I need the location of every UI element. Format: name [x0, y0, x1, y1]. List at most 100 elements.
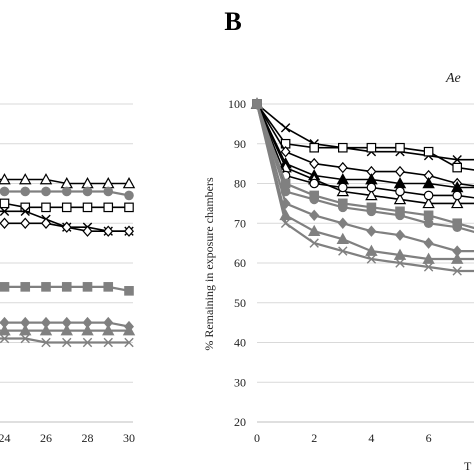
panel-a-series-3-point	[0, 198, 10, 209]
panel-a-series-6-point	[20, 282, 31, 292]
panel-b-series-11-point	[252, 99, 262, 109]
panel-b-y-tick-label: 40	[234, 336, 246, 350]
panel-b-series-6-point	[337, 182, 348, 193]
panel-a-series-5-point	[103, 225, 114, 237]
panel-b-series-6-point	[366, 182, 377, 193]
panel-b-series-11-point	[338, 246, 348, 256]
panel-a-series-6-point	[0, 282, 10, 292]
panel-b-series-2-point	[423, 146, 434, 157]
panel-a-series-8-point	[19, 324, 32, 336]
panel-a-series-5	[0, 217, 134, 237]
panel-a-series-8-point	[39, 324, 53, 336]
panel-a-series-5-point	[124, 225, 134, 237]
panel-b-gridlines	[257, 103, 474, 383]
panel-b-series-8-point	[366, 206, 377, 217]
panel-a-series-3-point	[61, 202, 72, 213]
panel-b-y-tick-label: 20	[234, 415, 246, 429]
panel-a-series-6-point	[103, 282, 114, 292]
panel-a-series-9-point	[103, 337, 113, 348]
panel-b-x-tick-label: 6	[426, 431, 432, 445]
panel-b-series-7-point	[423, 210, 434, 221]
panel-a-series-4-point	[0, 206, 10, 217]
panel-b-series-9-point	[366, 225, 377, 237]
panel-a-series-5-point	[41, 217, 51, 229]
panel-a-series-2-point	[0, 186, 10, 197]
panel-a-series-8-point	[81, 324, 94, 336]
panel-b-series-10-point	[393, 248, 407, 260]
panel-b-series-1-point	[280, 123, 291, 133]
panel-b-y-axis-title: % Remaining in exposure chambers	[202, 177, 216, 351]
panel-a: 24 26 28 30	[0, 103, 136, 445]
panel-a-series-2-point	[20, 186, 31, 197]
panel-a-series-9-point	[62, 337, 72, 348]
panel-a-series-2-point	[61, 186, 72, 197]
panel-b-x-tick-label: 2	[311, 431, 317, 445]
panel-b-series-10-point	[336, 232, 350, 244]
panel-b-y-tick-label: 100	[228, 97, 246, 111]
panel-label: B	[224, 7, 241, 36]
panel-b-series-3-point	[309, 157, 320, 170]
panel-b-series-5-point	[365, 188, 378, 201]
panel-b-series-6-point	[309, 178, 319, 189]
panel-b-series-10-point	[365, 244, 378, 256]
panel-a-series-9-point	[0, 333, 10, 344]
panel-a-series-8-point	[0, 324, 11, 336]
panel-a-series-3	[0, 198, 134, 213]
panel-a-series-1-point	[0, 173, 11, 185]
panel-b-x-tick-label: 0	[254, 431, 260, 445]
panel-a-series-2-point	[41, 186, 51, 197]
panel-b-y-tick-label: 30	[234, 375, 246, 389]
panel-b-series-5-point	[450, 196, 464, 209]
panel-a-series-9-point	[82, 337, 93, 348]
panel-b-x-axis-title-fragment: T	[464, 459, 472, 473]
panel-a-series	[0, 173, 136, 348]
panel-a-series-3-point	[41, 202, 51, 213]
panel-b-x-tick-label: 4	[368, 431, 374, 445]
panel-b-series-11-point	[395, 258, 405, 268]
panel-a-series-5-point	[0, 217, 10, 229]
panel-b-series-10-point	[422, 252, 435, 264]
panel-a-series-6-point	[82, 282, 93, 292]
panel-a-series-2-point	[124, 190, 134, 201]
panel-a-series-9-point	[41, 337, 51, 348]
panel-b-series-6-point	[452, 190, 462, 201]
panel-b-series-11-point	[423, 262, 434, 272]
panel-a-series-6	[0, 282, 134, 296]
panel-b-series-11-point	[280, 218, 291, 228]
panel-b-series-10-point	[450, 252, 464, 264]
panel-b-series-2-point	[366, 142, 377, 153]
panel-b-series-6-point	[423, 190, 434, 201]
panel-b-series-3-point	[280, 145, 291, 158]
panel-b-y-tick-label: 70	[234, 216, 246, 230]
panel-b-series-6-point	[395, 186, 405, 197]
panel-a-series-1	[0, 173, 136, 189]
panel-b-series-9-point	[395, 229, 405, 241]
panel-b-series-11-point	[366, 254, 377, 264]
panel-b-y-tick-label: 90	[234, 137, 246, 151]
panel-a-series-6-point	[41, 282, 51, 292]
panel-b-series-9-point	[337, 217, 348, 229]
panel-b-series-8-point	[452, 222, 462, 233]
panel-a-x-tick-label: 24	[0, 431, 11, 445]
panel-b-y-ticks: 20 30 40 50 60 70 80 90 100	[228, 97, 246, 429]
panel-a-series-9	[0, 333, 134, 348]
panel-b-series	[250, 97, 474, 276]
panel-a-series-3-point	[82, 202, 93, 213]
panel-a-series-8-point	[60, 324, 73, 336]
panel-b-series-11-point	[309, 238, 319, 248]
panel-b-series-4-point	[422, 177, 435, 189]
panel-b-series-5-point	[393, 192, 407, 205]
panel-b-series-2-point	[452, 162, 462, 173]
panel-a-series-8	[0, 324, 136, 336]
panel-b-series-11-point	[452, 266, 462, 276]
panel-a-series-5-point	[82, 225, 93, 237]
panel-a-series-6-point	[124, 286, 134, 296]
panel-b-series-11	[252, 99, 474, 276]
panel-b-series-9-point	[309, 209, 320, 222]
panel-a-series-3-point	[103, 202, 114, 213]
panel-b-x-ticks: 024681012	[254, 431, 432, 445]
panel-a-series-4-point	[20, 206, 30, 217]
panel-a-gridlines	[0, 103, 133, 383]
